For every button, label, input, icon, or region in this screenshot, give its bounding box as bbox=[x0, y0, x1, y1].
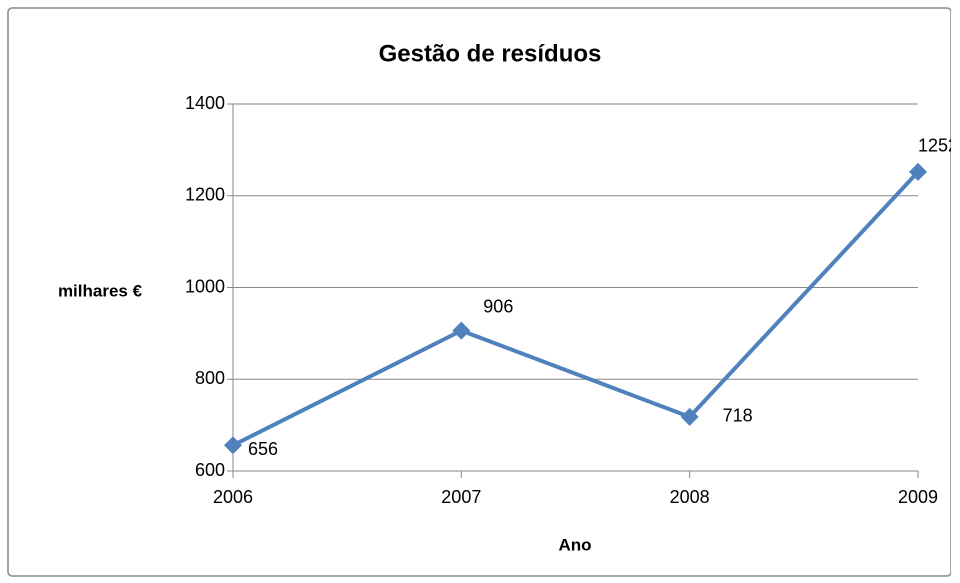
y-tick-label: 1000 bbox=[185, 276, 225, 296]
x-tick-label: 2006 bbox=[213, 487, 253, 507]
y-tick-label: 1200 bbox=[185, 185, 225, 205]
data-label: 1252 bbox=[918, 136, 958, 156]
x-tick-label: 2007 bbox=[441, 487, 481, 507]
data-point bbox=[452, 321, 471, 340]
data-label: 718 bbox=[723, 406, 753, 426]
data-point bbox=[224, 436, 242, 455]
x-tick-label: 2009 bbox=[898, 487, 938, 507]
series-line bbox=[232, 170, 920, 448]
data-label: 906 bbox=[483, 296, 513, 316]
y-tick-label: 1400 bbox=[185, 93, 225, 113]
data-label: 656 bbox=[248, 439, 278, 459]
data-point bbox=[909, 162, 927, 181]
y-axis-label: milhares € bbox=[58, 281, 143, 300]
data-point bbox=[680, 407, 699, 426]
frame-edge bbox=[951, 8, 960, 583]
chart-title: Gestão de resíduos bbox=[379, 40, 602, 67]
y-tick-label: 600 bbox=[195, 460, 225, 480]
x-tick-label: 2008 bbox=[670, 487, 710, 507]
y-tick-label: 800 bbox=[195, 368, 225, 388]
x-axis-label: Ano bbox=[558, 535, 591, 554]
